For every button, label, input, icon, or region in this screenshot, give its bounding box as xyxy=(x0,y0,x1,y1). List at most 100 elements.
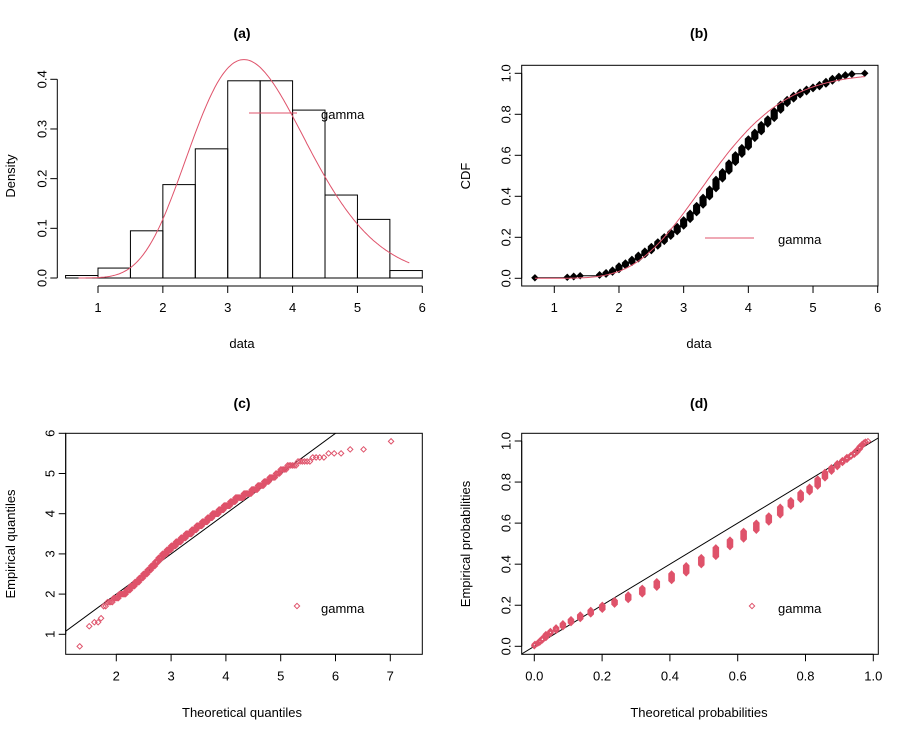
histogram-bar xyxy=(97,267,131,279)
pp-point xyxy=(806,483,813,491)
qq-point xyxy=(276,470,283,477)
histogram-bar xyxy=(356,218,391,279)
c-xtick-label: 7 xyxy=(387,668,394,683)
qq-point xyxy=(303,458,311,465)
qq-point xyxy=(306,458,314,465)
qq-point xyxy=(346,445,354,453)
ecdf-point xyxy=(602,268,610,277)
pp-point xyxy=(559,620,567,627)
legend-label-d: gamma xyxy=(778,601,822,616)
ecdf-point xyxy=(835,72,843,81)
panel-b: 1 2 3 4 5 6 0.0 0.2 0.4 0.6 0.8 1.0 xyxy=(499,64,882,315)
ecdf-point xyxy=(718,167,727,176)
histogram-bar xyxy=(129,230,164,279)
qq-point xyxy=(94,618,102,626)
pp-point xyxy=(726,536,734,544)
ecdf-point xyxy=(628,255,636,264)
qq-point xyxy=(325,449,333,457)
qq-point xyxy=(337,449,345,457)
ylabel-b: CDF xyxy=(458,163,473,190)
pp-point xyxy=(598,601,606,609)
d-xtick-label: 0.2 xyxy=(593,668,611,683)
pp-point xyxy=(653,577,661,585)
gamma-density-curve xyxy=(78,59,410,279)
ecdf-point xyxy=(621,259,630,267)
c-xtick-label: 6 xyxy=(332,668,339,683)
ecdf-point xyxy=(744,135,753,143)
ecdf-point xyxy=(692,201,701,210)
ecdf-point xyxy=(848,70,856,78)
ecdf-point xyxy=(686,209,694,217)
histogram-bar xyxy=(162,184,196,279)
qq-point xyxy=(330,449,338,457)
a-xtick-label: 5 xyxy=(354,300,361,315)
ecdf-point xyxy=(776,100,785,108)
qq-point xyxy=(360,445,367,453)
legend-label-a: gamma xyxy=(321,107,365,122)
qq-point xyxy=(271,474,279,481)
qq-point xyxy=(290,462,298,469)
pp-point xyxy=(547,627,554,635)
c-xtick-label: 4 xyxy=(222,668,229,683)
b-ytick-label: 1.0 xyxy=(499,64,514,82)
qq-point xyxy=(387,437,395,445)
d-ytick-label: 0.0 xyxy=(499,637,514,655)
d-ytick-label: 0.6 xyxy=(499,514,514,532)
ecdf-point xyxy=(841,71,850,79)
qq-point xyxy=(100,602,107,610)
pp-point xyxy=(814,475,822,483)
qq-point xyxy=(124,586,132,594)
pp-point xyxy=(862,438,869,446)
c-ytick-label: 6 xyxy=(43,430,58,437)
histogram-bar xyxy=(389,270,423,279)
qq-point xyxy=(270,474,278,481)
qq-point xyxy=(296,458,304,465)
plot-box-b xyxy=(521,64,879,287)
qq-point xyxy=(108,598,116,606)
ecdf-point xyxy=(770,107,778,115)
ecdf-point xyxy=(576,272,584,280)
pp-point xyxy=(697,553,705,561)
pp-point xyxy=(552,624,560,631)
b-xtick-label: 5 xyxy=(809,300,816,315)
c-xtick-label: 2 xyxy=(113,668,120,683)
b-xtick-label: 1 xyxy=(551,300,558,315)
pp-point xyxy=(833,459,841,467)
ecdf-point xyxy=(615,262,623,270)
pp-point xyxy=(611,596,618,604)
qq-point xyxy=(112,594,120,602)
legend-marker-c xyxy=(293,602,301,610)
qq-point xyxy=(320,454,328,461)
ecdf-point xyxy=(757,120,765,129)
qq-point xyxy=(123,586,131,594)
pp-point xyxy=(752,519,760,527)
qq-point xyxy=(85,622,93,630)
pp-point xyxy=(624,591,632,599)
b-ytick-label: 0.4 xyxy=(499,187,514,205)
pp-point xyxy=(776,503,784,511)
b-ytick-label: 0.0 xyxy=(499,269,514,287)
qq-point xyxy=(262,478,270,485)
xlabel-c: Theoretical quantiles xyxy=(182,705,302,720)
d-xtick-label: 0.4 xyxy=(661,668,679,683)
xlabel-d: Theoretical probabilities xyxy=(630,705,768,720)
c-ytick-label: 5 xyxy=(43,470,58,477)
gamma-cdf-curve xyxy=(534,76,865,279)
pp-point xyxy=(712,544,720,551)
qq-point xyxy=(274,470,282,477)
histogram-bar xyxy=(259,80,294,279)
b-ytick-label: 0.2 xyxy=(499,228,514,246)
a-xtick-label: 2 xyxy=(159,300,166,315)
qq-point xyxy=(251,486,259,493)
d-ytick-label: 0.8 xyxy=(499,473,514,491)
qq-point xyxy=(76,642,84,650)
panel-a: 1 2 3 4 5 6 0.0 0.1 0.2 0.3 0.4 xyxy=(34,59,426,315)
qq-point xyxy=(90,618,98,626)
b-ytick-label: 0.6 xyxy=(499,146,514,164)
title-a: (a) xyxy=(233,25,250,41)
ecdf-point xyxy=(861,69,869,78)
c-xtick-label: 5 xyxy=(277,668,284,683)
a-ytick-label: 0.0 xyxy=(34,269,49,287)
legend-label-b: gamma xyxy=(778,232,822,247)
